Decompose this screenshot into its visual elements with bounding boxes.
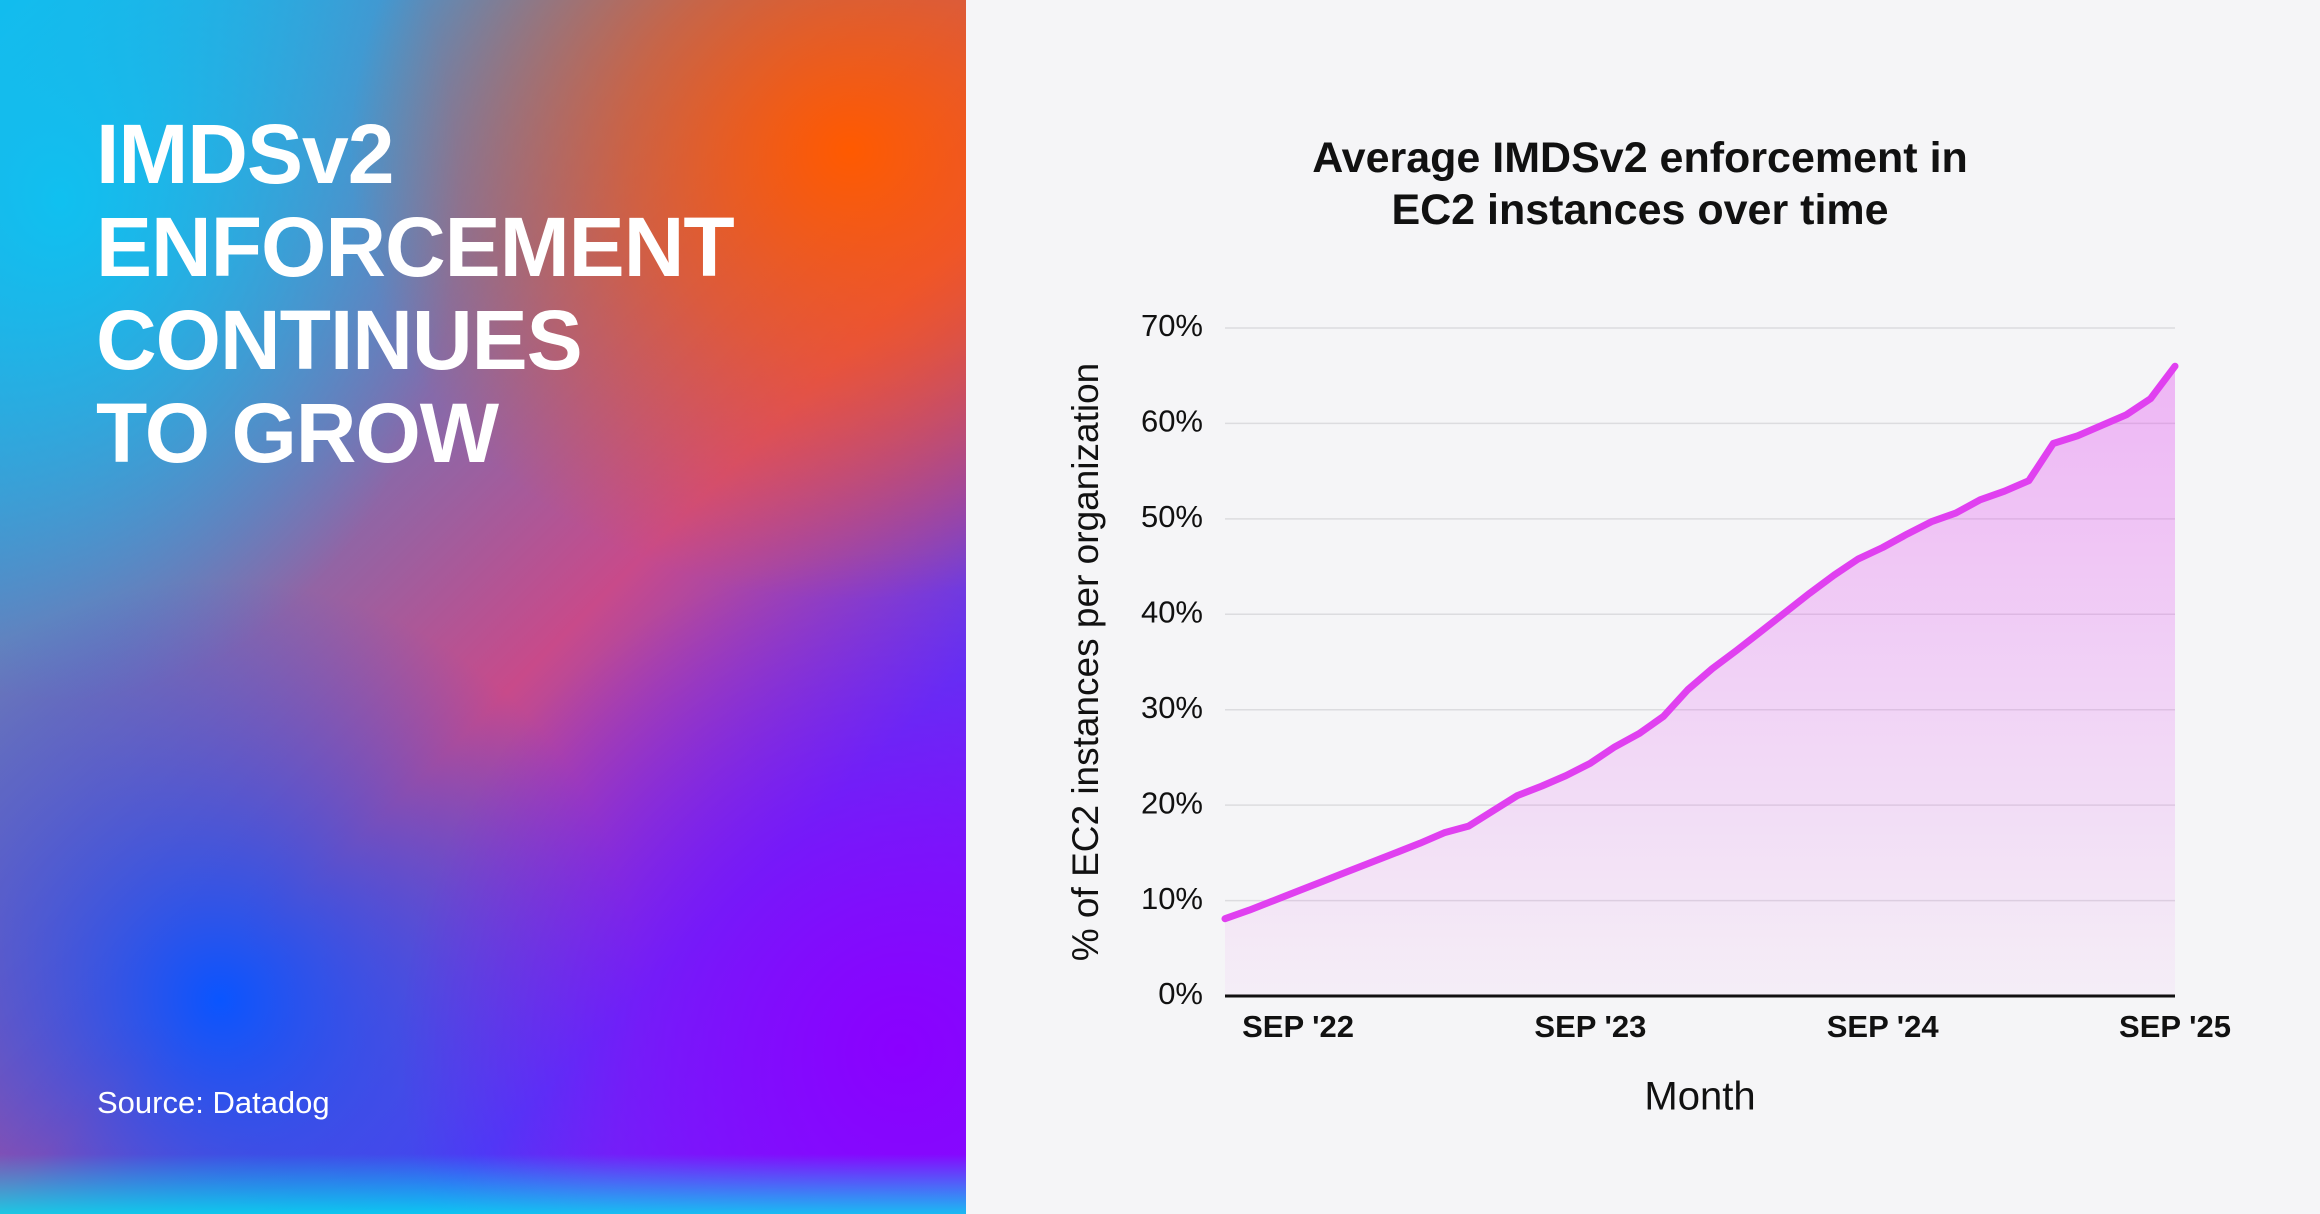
- headline: TO GROW: [96, 386, 499, 480]
- y-tick-label: 70%: [1141, 308, 1203, 343]
- x-axis-label: Month: [1644, 1075, 1755, 1119]
- y-axis-label: % of EC2 instances per organization: [1065, 363, 1106, 962]
- y-tick-label: 50%: [1141, 499, 1203, 534]
- line: [1221, 362, 2179, 923]
- y-tick-label: 30%: [1141, 690, 1203, 725]
- chart-title: Average IMDSv2 enforcement in EC2 instan…: [1312, 134, 1968, 234]
- source: Source: Datadog: [97, 1085, 330, 1120]
- y-tick-label: 60%: [1141, 404, 1203, 439]
- x-tick-label: SEP '25: [2119, 1009, 2231, 1044]
- headline: CONTINUES: [96, 293, 583, 387]
- gradient-panel: IMDSv2 ENFORCEMENT CONTINUES TO GROW Sou…: [0, 0, 966, 1214]
- x-tick-label: SEP '24: [1827, 1009, 1940, 1044]
- y-tick-label: 0%: [1158, 976, 1203, 1011]
- x-tick-label: SEP '23: [1534, 1009, 1646, 1044]
- headline: IMDSv2: [96, 107, 394, 201]
- y-tick-label: 40%: [1141, 594, 1203, 629]
- x-tick-label: SEP '22: [1242, 1009, 1354, 1044]
- headline: ENFORCEMENT: [96, 200, 735, 294]
- y-tick-label: 20%: [1141, 785, 1203, 820]
- y-tick-label: 10%: [1141, 881, 1203, 916]
